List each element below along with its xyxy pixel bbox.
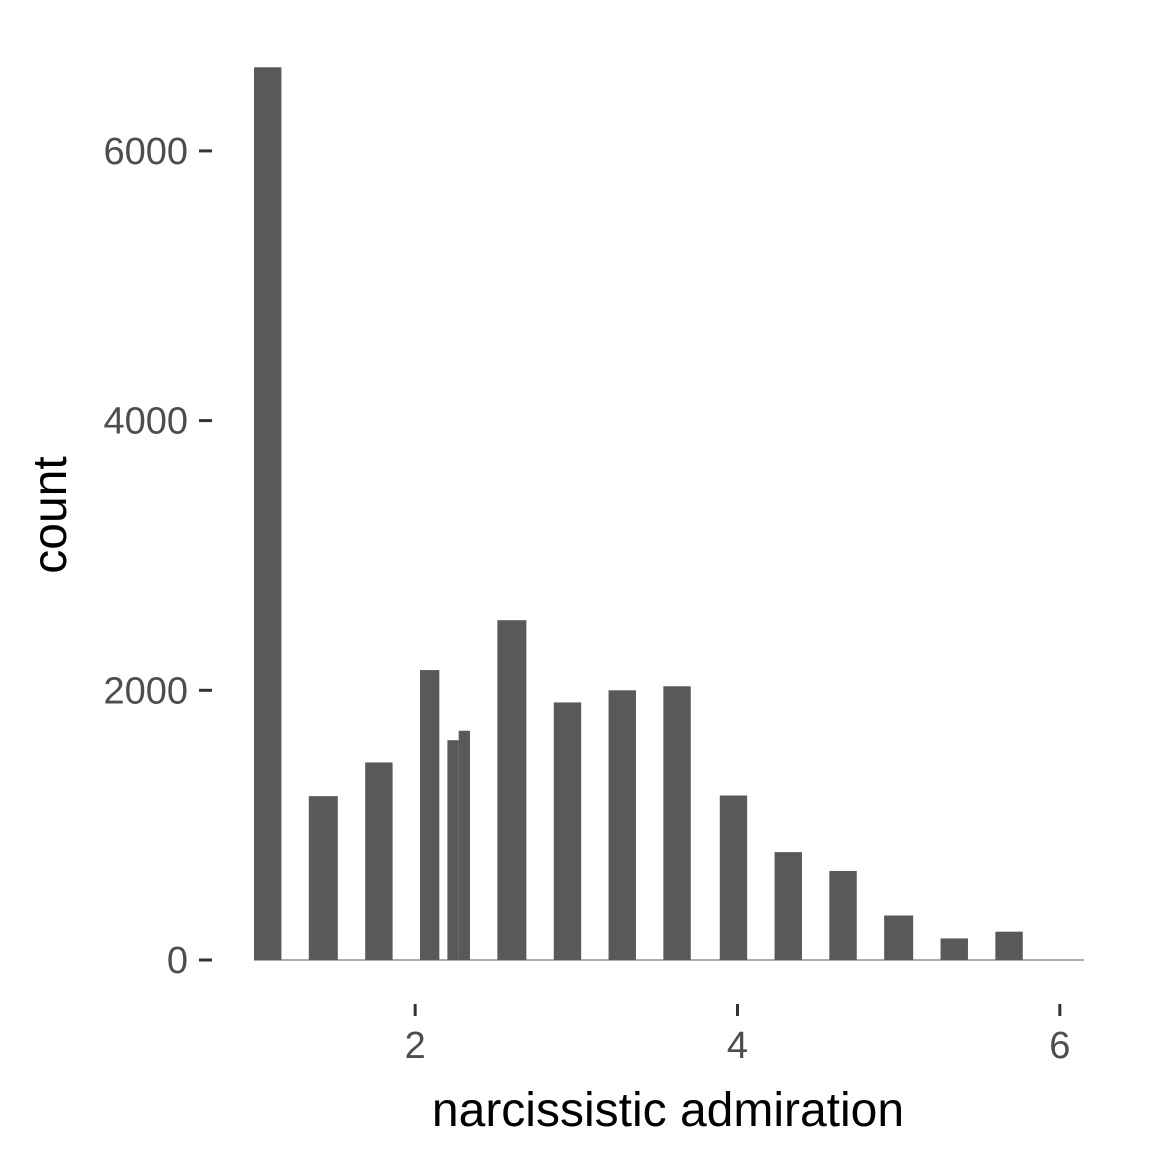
histogram-bar: [458, 730, 470, 960]
histogram-bar: [995, 931, 1023, 960]
y-tick-label: 4000: [103, 401, 188, 443]
bars-layer: [254, 67, 1084, 961]
x-tick-label: 6: [1049, 1025, 1070, 1067]
y-tick-label: 2000: [103, 670, 188, 712]
histogram-bar: [774, 852, 802, 960]
x-tick-label: 2: [405, 1025, 426, 1067]
histogram-bar: [829, 871, 857, 960]
histogram-bar: [254, 67, 282, 960]
histogram-bar: [719, 795, 748, 960]
y-axis: 0 2000 4000 6000: [103, 131, 212, 982]
histogram-bar: [608, 690, 636, 960]
histogram-bar: [308, 796, 338, 960]
histogram-bar: [447, 740, 459, 960]
histogram-bar: [663, 686, 691, 960]
x-axis-title: narcissistic admiration: [432, 1084, 904, 1137]
y-axis-title: count: [24, 456, 77, 573]
histogram-bar: [365, 762, 393, 960]
x-tick-label: 4: [727, 1025, 748, 1067]
x-axis: 2 4 6: [405, 1004, 1070, 1067]
histogram-bar: [940, 938, 968, 960]
histogram-bar: [884, 915, 914, 960]
y-tick-label: 6000: [103, 131, 188, 173]
histogram-bar: [553, 702, 582, 960]
y-tick-label: 0: [167, 940, 188, 982]
histogram-bar: [420, 670, 440, 960]
histogram-bar: [497, 620, 527, 960]
